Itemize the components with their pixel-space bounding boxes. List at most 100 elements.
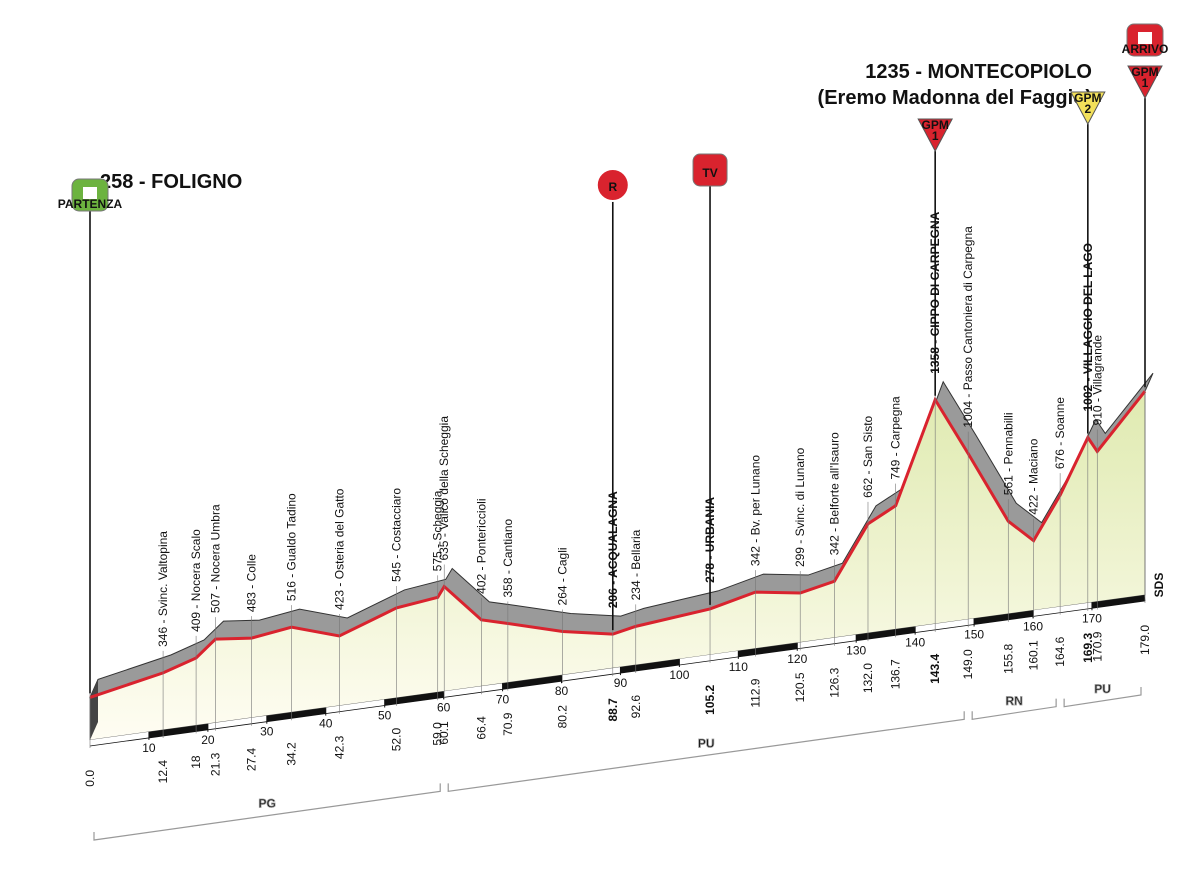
- km-bar-segment: [1091, 595, 1146, 609]
- waypoint-label: 575 - Scheggia: [431, 490, 445, 571]
- region-label: PU: [698, 736, 715, 750]
- km-bar-segment: [207, 715, 268, 730]
- km-tick-label: 110: [729, 660, 748, 674]
- waypoint-km: 21.3: [209, 752, 223, 776]
- marker-label: GPM: [922, 118, 949, 132]
- waypoint-label: 342 - Belforte all'Isauro: [827, 432, 841, 555]
- km-bar-segment: [855, 626, 916, 641]
- km-tick-label: 70: [496, 692, 510, 706]
- km-bar-segment: [148, 723, 209, 738]
- km-bar-segment: [384, 691, 445, 706]
- marker-icon: [692, 153, 728, 187]
- waypoint-label: 346 - Svinc. Valtopina: [156, 531, 170, 647]
- waypoint-km: 27.4: [244, 747, 258, 771]
- km-tick-label: 170: [1082, 611, 1102, 625]
- marker-emblem: [83, 187, 97, 199]
- waypoint-km: 88.7: [606, 698, 620, 722]
- waypoint-label: 234 - Bellaria: [629, 529, 643, 600]
- waypoint-km: 164.6: [1053, 636, 1067, 666]
- km-tick-label: 130: [846, 644, 866, 658]
- region-bracket: [447, 711, 965, 793]
- waypoint-km: 120.5: [793, 672, 807, 702]
- waypoint-label: 561 - Pennabilli: [1001, 412, 1015, 495]
- waypoint-km: 12.4: [156, 760, 170, 784]
- km-bar-segment: [620, 659, 680, 674]
- km-bar-segment: [266, 707, 327, 722]
- marker-label: GPM: [1131, 65, 1158, 79]
- waypoint-label: 422 - Maciano: [1027, 438, 1041, 514]
- km-bar-segment: [796, 634, 857, 649]
- km-tick-label: 80: [555, 684, 569, 698]
- waypoint-label: 749 - Carpegna: [889, 396, 903, 480]
- km-tick-label: 90: [614, 676, 628, 690]
- km-tick-label: 160: [1023, 619, 1043, 633]
- waypoint-km: 80.2: [556, 705, 570, 729]
- km-tick-label: 150: [964, 627, 984, 641]
- km-tick-label: 20: [201, 733, 215, 747]
- waypoint-label: 910 - Villagrande: [1090, 335, 1104, 426]
- km-bar-segment: [973, 610, 1034, 625]
- finish-subtitle: (Eremo Madonna del Faggio): [818, 87, 1092, 109]
- marker-label: R: [608, 180, 617, 194]
- km-bar-segment: [678, 650, 739, 665]
- marker-category: 2: [1084, 102, 1091, 116]
- km-tick-label: 100: [669, 668, 689, 682]
- marker-category: 1: [932, 129, 939, 143]
- waypoint-km: 105.2: [703, 684, 717, 714]
- waypoint-km: 149.0: [961, 649, 975, 679]
- km-bar-outline: [89, 600, 1146, 747]
- waypoint-km: 136.7: [889, 659, 903, 689]
- km-bar-segment: [502, 675, 562, 690]
- marker-icon: [1069, 91, 1106, 126]
- waypoint-label: 342 - Bv. per Lunano: [748, 455, 762, 567]
- finish-title: 1235 - MONTECOPIOLO: [865, 61, 1092, 83]
- waypoint-km: 132.0: [861, 663, 875, 693]
- region-label: RN: [1005, 694, 1022, 708]
- waypoint-km: 160.1: [1027, 640, 1041, 670]
- km-tick-label: 50: [378, 708, 392, 722]
- region-bracket: [971, 698, 1057, 720]
- marker-emblem: [1138, 32, 1152, 44]
- waypoint-km: 34.2: [285, 742, 299, 766]
- waypoint-label: 635 - Valico della Scheggia: [437, 416, 451, 561]
- waypoint-km: 18: [189, 755, 203, 769]
- marker-label: PARTENZA: [58, 197, 123, 211]
- marker-label: TV: [702, 166, 717, 180]
- km-tick-label: 10: [142, 741, 156, 755]
- waypoint-km: 60.1: [437, 721, 451, 745]
- waypoint-label: 402 - Ponte­riccioli: [474, 498, 488, 593]
- waypoint-label: 545 - Costacciaro: [389, 488, 403, 582]
- region-label: PG: [258, 797, 275, 811]
- waypoint-km: 170.9: [1090, 631, 1104, 661]
- km-bar-segment: [914, 618, 975, 633]
- waypoint-km: 42.3: [332, 735, 346, 759]
- km-tick-label: 120: [787, 652, 807, 666]
- waypoint-label: 507 - Nocera Umbra: [209, 504, 223, 613]
- waypoint-km: 143.4: [928, 654, 942, 684]
- waypoint-label: 516 - Gualdo Tadino: [285, 493, 299, 601]
- km-bar-segment: [1032, 602, 1093, 617]
- marker-icon: [595, 168, 630, 202]
- waypoint-km: 92.6: [629, 695, 643, 719]
- waypoint-label: 483 - Colle: [244, 554, 258, 612]
- waypoint-km: 0.0: [83, 770, 97, 787]
- waypoint-label: 409 - Nocera Scalo: [189, 529, 203, 632]
- waypoint-label: 423 - Osteria del Gatto: [332, 488, 346, 610]
- marker-label: GPM: [1074, 91, 1101, 105]
- waypoint-km: 70.9: [501, 712, 515, 736]
- waypoint-label: 358 - Cantiano: [501, 518, 515, 597]
- km-tick-label: 60: [437, 700, 451, 714]
- km-bar-segment: [89, 731, 150, 746]
- region-bracket: [1063, 687, 1142, 708]
- marker-category: 1: [1142, 76, 1149, 90]
- km-bar-segment: [325, 699, 386, 714]
- waypoint-km: 126.3: [827, 667, 841, 697]
- waypoint-label: 264 - Cagli: [556, 547, 570, 605]
- waypoint-km: 169.3: [1081, 633, 1095, 663]
- km-bar-segment: [443, 683, 503, 698]
- waypoint-label: 676 - Soanne: [1053, 397, 1067, 469]
- km-tick-label: 40: [319, 717, 333, 731]
- waypoint-km: 112.9: [748, 678, 762, 707]
- waypoint-km: 66.4: [474, 716, 488, 740]
- marker-icon: [917, 118, 954, 153]
